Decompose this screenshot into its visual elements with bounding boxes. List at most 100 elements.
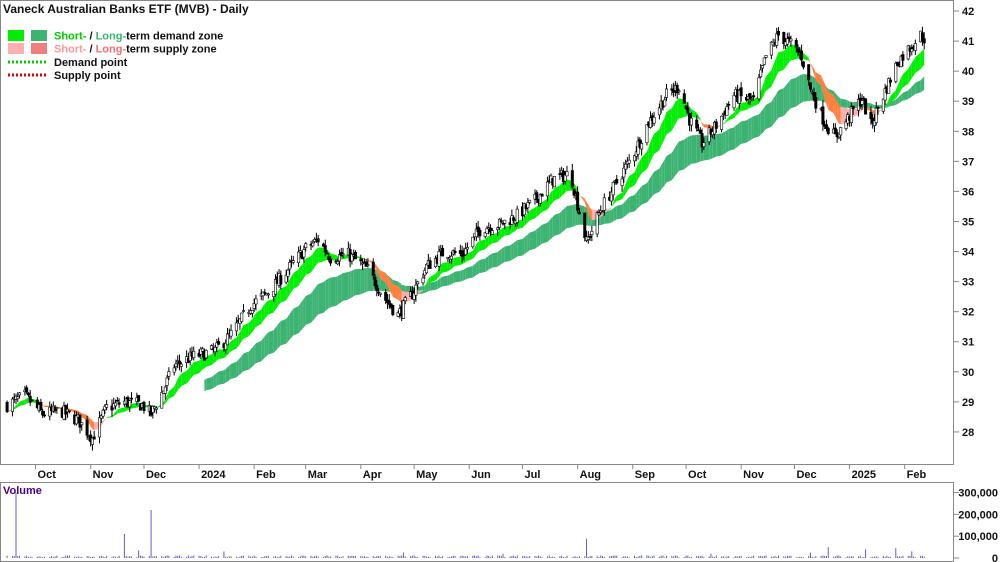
long-term-zone-segment [776,90,779,121]
long-term-zone-segment [627,197,630,215]
candle-body [151,405,155,413]
volume-tick-label: 300,000 [958,488,998,500]
candle-body [471,236,475,248]
long-term-zone-segment [899,94,902,103]
candle-body [906,45,910,60]
candle-body [105,404,109,408]
short-term-zone-segment [88,416,91,427]
short-term-zone-segment [455,256,461,267]
short-term-zone-segment [391,280,393,297]
candle-body [588,236,592,238]
long-term-zone-segment [913,82,916,96]
long-term-zone-segment [327,278,329,310]
candle-body [391,305,395,315]
candle-body [266,293,270,296]
candle-body [401,300,405,319]
long-term-zone-segment [353,269,356,297]
short-term-zone-segment [264,301,267,319]
short-term-zone-segment [702,122,704,128]
candle-body [53,406,57,411]
long-term-zone-segment [764,104,767,131]
long-term-zone-segment [696,134,699,163]
candle-body [896,62,900,66]
long-term-zone-segment [638,188,640,208]
long-term-zone-segment [614,205,617,221]
legend-long-supply-swatch [31,43,47,54]
short-term-zone-segment [542,198,548,213]
candle-body [558,173,562,175]
long-term-zone-segment [872,104,875,109]
candle-body [298,250,302,253]
short-term-zone-segment [239,328,242,344]
long-term-zone-segment [566,205,573,229]
candle-body [416,281,420,285]
short-term-zone-segment [286,283,288,301]
long-term-zone-segment [574,204,576,227]
short-term-zone-segment [790,44,797,61]
short-term-zone-segment [177,376,180,391]
legend-long-demand-swatch [31,30,47,41]
long-term-zone-segment [774,93,777,123]
short-term-zone-segment [787,45,790,65]
long-term-zone-segment [840,98,847,108]
candle-body [640,143,644,150]
candle-body [540,193,544,197]
long-term-zone-segment [325,279,328,312]
long-term-zone-segment [622,202,624,219]
candle-body [698,130,702,134]
short-term-zone-segment [661,121,663,146]
candle-body [359,258,363,262]
long-term-zone-segment [463,268,466,281]
long-term-zone-segment [559,210,562,235]
long-term-zone-segment [289,311,292,340]
short-term-zone-segment [293,269,299,289]
long-term-zone-segment [268,330,274,355]
short-term-zone-segment [318,247,324,263]
candle-body [812,92,816,101]
short-term-zone-segment [165,395,168,404]
long-term-zone-segment [778,88,784,118]
short-term-zone-segment [762,81,765,98]
candle-body [142,402,146,412]
long-term-zone-segment [773,96,775,125]
candle-body [273,279,277,295]
x-tick-label: Nov [743,469,765,481]
short-term-zone-segment [163,399,166,406]
candle-body [336,261,340,265]
short-term-zone-segment [899,77,902,94]
candle-body [590,230,594,236]
candle-body [881,98,885,112]
long-term-zone-segment [684,138,687,170]
long-term-zone-segment [648,177,651,201]
candle-body [378,292,382,295]
legend-demand-zone-label: Short- / Long-term demand zone [54,31,223,43]
long-term-zone-segment [293,306,299,336]
long-term-zone-segment [687,136,690,167]
short-term-zone-segment [287,279,290,298]
candle-body [572,188,576,196]
candle-body [702,142,706,147]
long-term-zone-segment [430,281,436,291]
short-term-zone-segment [69,408,75,413]
long-term-zone-segment [337,275,340,305]
long-term-zone-segment [572,204,575,227]
short-term-zone-segment [897,82,900,96]
candle-body [727,103,731,106]
legend-supply-point: Supply point [8,70,121,82]
long-term-zone-segment [298,303,301,334]
long-term-zone-segment [838,97,841,108]
long-term-zone-segment [689,135,692,166]
candle-body [80,422,84,426]
short-term-zone-segment [812,65,815,75]
candle-body [627,159,631,164]
candle-body [361,262,365,265]
short-term-zone-segment [609,206,612,211]
long-term-zone-segment [737,122,740,147]
candle-body [570,170,574,188]
short-term-zone-segment [216,349,219,361]
short-term-zone-segment [175,378,178,394]
candle-body [174,363,178,367]
candle-body [178,360,182,365]
short-term-zone-segment [654,129,660,155]
long-term-zone-segment [499,249,502,266]
